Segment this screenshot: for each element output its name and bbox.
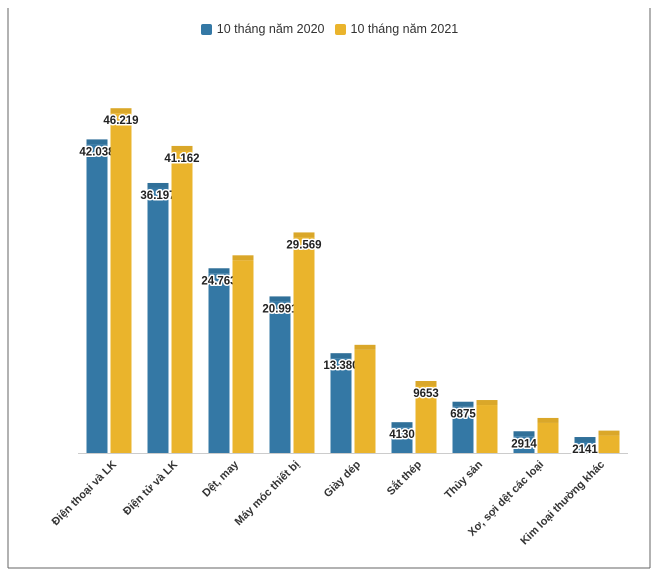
bar-2021	[537, 422, 559, 453]
bar-cap-2020	[452, 401, 474, 407]
bar-cap-2021	[110, 108, 132, 114]
data-label-2020: 42.038	[79, 146, 115, 158]
x-tick-label: Điện tử và LK	[121, 459, 180, 518]
bar-2020	[452, 406, 474, 453]
bar-2021	[293, 237, 315, 453]
bar-2021	[354, 349, 376, 453]
bar-2021	[232, 260, 254, 453]
legend-label-2020: 10 tháng năm 2020	[216, 22, 325, 36]
bar-2021	[415, 385, 437, 453]
data-label-2020: 2914	[511, 438, 537, 450]
bar-cap-2021	[476, 400, 498, 406]
bar-cap-2020	[147, 182, 169, 188]
bar-2020	[513, 436, 535, 453]
data-label-2021: 29.569	[286, 239, 321, 251]
bar-2020	[574, 442, 596, 453]
bar-2021	[110, 113, 132, 453]
data-label-2020: 24.763	[201, 275, 236, 287]
bar-cap-2020	[391, 422, 413, 428]
data-label-2021: 46.219	[103, 115, 138, 127]
bar-cap-2021	[354, 344, 376, 350]
bar-cap-2021	[537, 417, 559, 423]
legend: 10 tháng năm 2020 10 tháng năm 2021	[0, 22, 659, 36]
bar-2021	[476, 405, 498, 453]
bar-cap-2020	[330, 353, 352, 359]
legend-label-2021: 10 tháng năm 2021	[350, 22, 459, 36]
bar-2020	[208, 273, 230, 453]
legend-item-2020[interactable]: 10 tháng năm 2020	[200, 22, 325, 36]
legend-swatch-2020	[200, 23, 212, 35]
bar-2021	[598, 435, 620, 453]
bar-cap-2021	[415, 380, 437, 386]
bar-cap-2021	[171, 145, 193, 151]
bar-cap-2020	[574, 437, 596, 443]
x-tick-label: Sắt thép	[384, 458, 424, 498]
data-label-2021: 41.162	[164, 153, 199, 165]
x-tick-label: Thủy sản	[442, 458, 485, 501]
bar-cap-2020	[513, 431, 535, 437]
x-tick-label: Giày dép	[322, 458, 364, 500]
bar-2020	[269, 301, 291, 453]
legend-item-2021[interactable]: 10 tháng năm 2021	[334, 22, 459, 36]
data-label-2020: 36.197	[140, 190, 175, 202]
x-tick-label: Máy móc thiết bị	[233, 459, 302, 528]
bar-2020	[147, 187, 169, 453]
data-label-2020: 4130	[389, 429, 415, 441]
bar-cap-2021	[293, 232, 315, 238]
data-label-2020: 20.991	[262, 303, 298, 315]
bar-2020	[330, 358, 352, 453]
data-label-2021: 9653	[413, 388, 439, 400]
bar-cap-2021	[232, 255, 254, 261]
bar-cap-2020	[208, 268, 230, 274]
bar-2020	[391, 427, 413, 453]
bar-cap-2020	[269, 296, 291, 302]
bar-cap-2021	[598, 430, 620, 436]
x-tick-label: Dệt, may	[200, 458, 242, 500]
bar-2021	[171, 150, 193, 454]
x-tick-label: Điện thoại và LK	[50, 459, 119, 528]
legend-swatch-2021	[334, 23, 346, 35]
data-label-2020: 6875	[450, 409, 476, 421]
bar-2020	[86, 144, 108, 453]
data-label-2020: 2141	[572, 444, 598, 456]
bar-cap-2020	[86, 139, 108, 145]
data-label-2020: 13.380	[323, 360, 358, 372]
